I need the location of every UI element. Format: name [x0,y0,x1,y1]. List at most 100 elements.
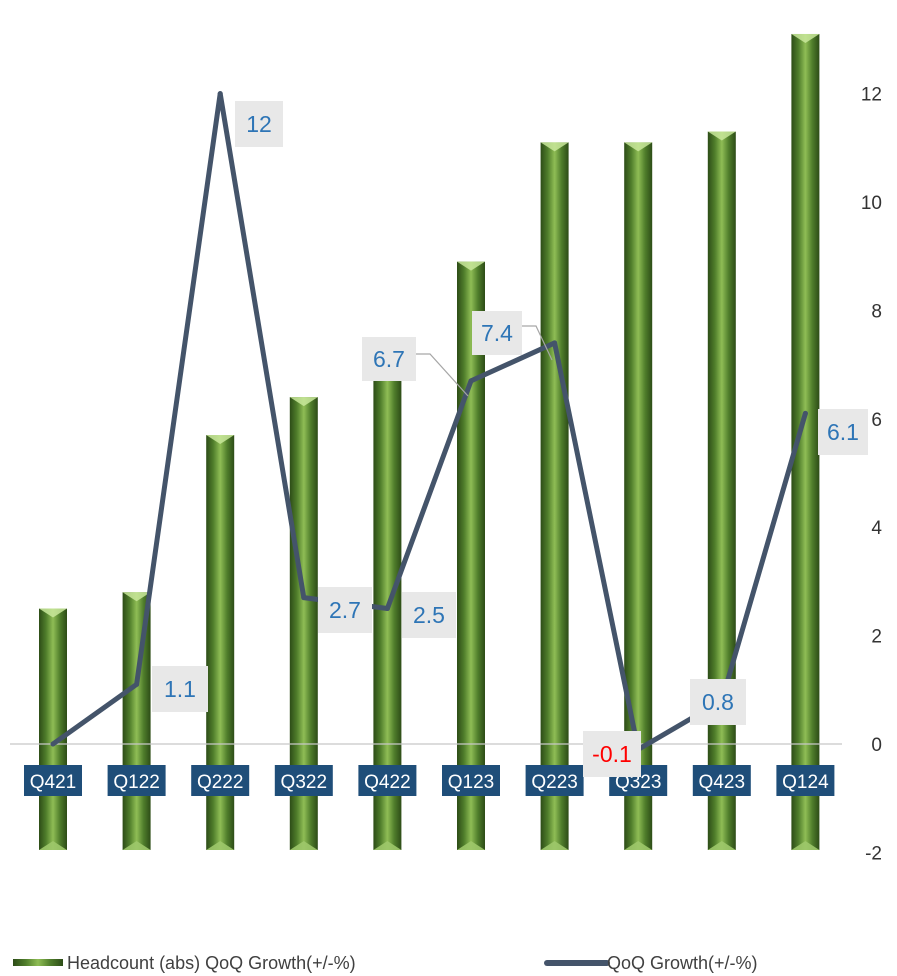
bar-Q123 [457,261,485,850]
bar [39,608,67,850]
y-tick-label: 0 [871,735,882,756]
data-label-bg [818,409,868,455]
bar-top-bevel [624,142,653,152]
bar-top-bevel [707,131,736,141]
data-label-text: 1.1 [164,676,196,702]
category-label-text: Q122 [113,772,159,793]
y-tick-label: 4 [871,518,882,539]
line-point-Q322 [301,595,307,601]
category-label-bg [107,765,166,796]
legend-item-headcount: Headcount (abs) QoQ Growth(+/-%) [13,953,356,973]
y-tick-label: 8 [871,301,882,322]
category-label-bg [191,765,250,796]
legend-label-headcount: Headcount (abs) QoQ Growth(+/-%) [67,953,356,973]
category-label-Q423: Q423 [692,765,751,796]
legend-item-qoq: QoQ Growth(+/-%) [544,953,758,973]
data-label-text: -0.1 [592,741,632,767]
bar-bottom-bevel [791,841,820,850]
category-label-text: Q323 [615,772,661,793]
bar-bottom-bevel [540,841,569,850]
bar-Q421 [39,608,67,850]
bar-bottom-bevel [206,841,235,850]
category-label-text: Q123 [448,772,494,793]
bar-bottom-bevel [624,841,653,850]
category-label-text: Q124 [782,772,829,793]
line-point-Q223 [552,340,558,346]
bar-top-bevel [540,142,569,152]
data-label-bg [362,337,416,381]
qoq-growth-line [50,91,808,752]
data-label-text: 2.7 [329,597,361,623]
category-label-Q322: Q322 [274,765,333,796]
category-labels: Q421 Q122 Q222 Q322 Q422 Q123 Q223 Q323 Q423 Q124 [24,765,835,796]
line-point-Q421 [50,741,56,747]
line-point-Q124 [802,410,808,416]
category-label-bg [692,765,751,796]
bar-bottom-bevel [289,841,318,850]
legend-swatch-bar [13,959,63,966]
bar [457,261,485,850]
legend-label-qoq: QoQ Growth(+/-%) [607,953,758,973]
data-label-Q322: 2.7 [318,587,372,633]
category-label-bg [358,765,417,796]
bar [540,142,569,850]
y-tick-label: 6 [871,410,882,431]
data-label-text: 12 [246,111,272,137]
bar-Q223 [540,142,569,850]
data-label-Q423: 0.8 [690,679,746,725]
data-label-text: 7.4 [481,320,513,346]
category-label-bg [776,765,835,796]
headcount-bars [39,33,820,851]
data-label-bg [583,731,641,777]
data-label-text: 0.8 [702,689,734,715]
data-label-bg [318,587,372,633]
category-label-bg [442,765,500,796]
category-label-bg [525,765,584,796]
y-tick-label: 12 [861,85,882,106]
bar-top-bevel [122,592,151,602]
line-point-Q222 [217,91,223,97]
leader-line [522,325,553,361]
bar-top-bevel [206,435,235,445]
data-label-bg [690,679,746,725]
bar-bottom-bevel [122,841,151,850]
data-label-Q422: 2.5 [402,592,456,638]
data-labels: 1.1 12 2.7 2.5 6.7 7.4 -0.1 0.8 6.1 [152,101,868,777]
line-path [50,91,808,752]
y-axis: -202468101214 [861,85,883,865]
leader-line [416,353,469,397]
bar-top-bevel [791,33,820,43]
category-label-text: Q421 [30,772,76,793]
data-label-text: 2.5 [413,602,445,628]
category-label-Q421: Q421 [24,765,82,796]
bar-top-bevel [457,261,485,271]
category-label-Q122: Q122 [107,765,166,796]
y-tick-label: 10 [861,193,882,214]
category-label-text: Q423 [699,772,745,793]
line-point-Q422 [384,606,390,611]
category-label-text: Q422 [364,772,410,793]
category-label-Q422: Q422 [358,765,417,796]
data-label-bg [472,311,522,355]
bar-bottom-bevel [707,841,736,850]
bar-top-bevel [289,397,318,407]
data-label-Q122: 1.1 [152,666,208,712]
data-label-Q222: 12 [235,101,283,147]
data-label-Q124: 6.1 [818,409,868,455]
bar-Q423 [707,131,736,851]
bar-top-bevel [39,608,67,618]
bar-bottom-bevel [39,841,67,850]
line-point-Q122 [134,681,140,687]
data-label-Q223: 7.4 [472,311,553,361]
category-label-text: Q223 [531,772,577,793]
data-label-Q123: 6.7 [362,337,469,397]
bar-bottom-bevel [457,841,485,850]
legend: Headcount (abs) QoQ Growth(+/-%) QoQ Gro… [13,953,758,973]
category-label-bg [24,765,82,796]
y-tick-label: 2 [871,627,882,648]
data-label-bg [402,592,456,638]
line-point-Q123 [468,378,474,384]
bar-bottom-bevel [373,841,402,850]
category-label-Q222: Q222 [191,765,250,796]
